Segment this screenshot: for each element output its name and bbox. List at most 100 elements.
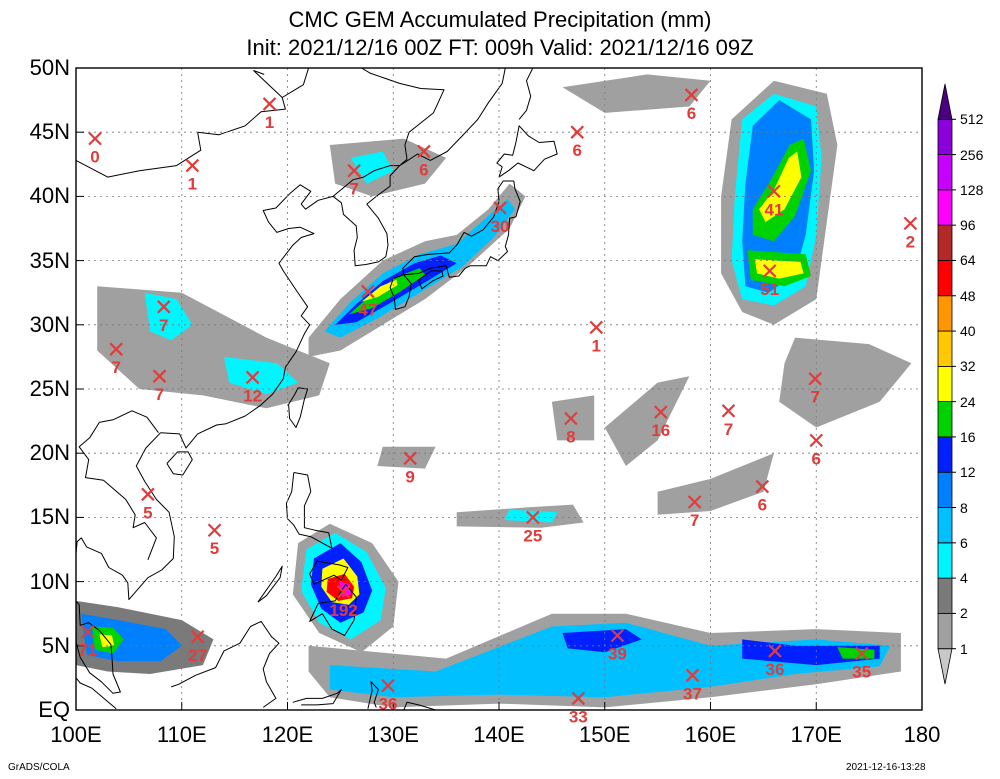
lon-tick-label: 160E xyxy=(684,722,737,747)
marker-cross xyxy=(361,284,375,299)
precip-marker: 25 xyxy=(523,510,542,545)
marker-cross xyxy=(687,495,702,509)
colorbar-swatch xyxy=(937,436,953,473)
coastline-halmahera xyxy=(367,681,379,709)
precip-marker: 47 xyxy=(358,284,377,319)
lat-tick-label: 5N xyxy=(41,632,70,658)
marker-value: 30 xyxy=(491,217,510,236)
marker-value: 7 xyxy=(155,385,164,404)
lon-tick-label: 150E xyxy=(579,722,631,747)
marker-value: 27 xyxy=(188,646,207,665)
marker-cross xyxy=(403,451,417,466)
japan-front-11 xyxy=(361,279,398,302)
precip-marker: 7 xyxy=(721,404,736,439)
coastline-taiwan xyxy=(288,387,309,428)
precip-marker: 8 xyxy=(564,411,578,447)
precip-marker: 1 xyxy=(589,320,604,355)
marker-cross xyxy=(109,342,123,356)
colorbar-swatch xyxy=(937,507,953,544)
lat-tick-label: 35N xyxy=(29,247,70,273)
marker-value: 5 xyxy=(143,503,152,522)
lat-tick-label: 20N xyxy=(29,440,70,466)
colorbar-level: 8 xyxy=(960,499,968,516)
precip-marker: 2 xyxy=(903,216,918,251)
marker-value: 16 xyxy=(651,421,670,440)
precip-marker: 41 xyxy=(764,184,783,219)
lat-tick-label: 40N xyxy=(29,183,70,209)
coastline-sakhalin xyxy=(518,68,534,120)
lat-tick-label: 15N xyxy=(29,504,70,530)
lon-tick-label: 100E xyxy=(50,722,102,747)
precip-marker: 71 xyxy=(78,624,97,660)
marker-value: 6 xyxy=(758,496,767,515)
colorbar-swatch xyxy=(937,471,953,508)
central-pacific-bands-33 xyxy=(604,376,690,466)
credit-left: GrADS/COLA xyxy=(8,762,70,773)
precip-marker: 12 xyxy=(243,370,262,405)
coastline-borneo xyxy=(171,620,280,708)
marker-value: 51 xyxy=(760,280,779,299)
marker-cross xyxy=(156,300,171,314)
colorbar-swatch xyxy=(937,224,953,261)
marker-value: 6 xyxy=(573,141,582,160)
coastline-layer xyxy=(76,68,558,710)
marker-cross xyxy=(903,216,918,231)
coastline-china-coast xyxy=(160,184,334,449)
marker-value: 36 xyxy=(766,660,785,679)
colorbar-level: 24 xyxy=(960,393,976,410)
lat-tick-label: 30N xyxy=(29,311,70,337)
precip-marker: 5 xyxy=(141,487,155,522)
precip-marker: 7 xyxy=(109,342,123,377)
marker-value: 1 xyxy=(188,175,197,194)
lat-tick-label: EQ xyxy=(38,697,70,722)
precip-marker: 33 xyxy=(569,691,588,726)
marker-cross xyxy=(610,628,625,643)
precip-marker: 7 xyxy=(808,371,822,407)
precip-marker: 35 xyxy=(852,646,871,682)
lon-tick-label: 180 xyxy=(903,722,941,747)
marker-cross xyxy=(685,668,700,683)
colorbar xyxy=(937,83,956,685)
map-title: CMC GEM Accumulated Precipitation (mm) xyxy=(288,7,712,32)
coastline-korea xyxy=(332,68,506,267)
precip-marker: 7 xyxy=(156,300,171,335)
central-pacific-bands-37 xyxy=(657,453,774,515)
grid-layer xyxy=(75,67,923,711)
colorbar-swatch xyxy=(937,365,953,403)
marker-value: 36 xyxy=(379,695,398,714)
central-pacific-bands-36 xyxy=(377,446,436,469)
marker-cross xyxy=(80,624,95,639)
marker-value: 37 xyxy=(683,684,702,703)
equatorial-band-24 xyxy=(562,629,642,653)
precip-marker: 5 xyxy=(207,523,222,558)
marker-cross xyxy=(808,371,822,386)
lat-tick-label: 45N xyxy=(29,119,70,145)
marker-value: 12 xyxy=(243,386,262,405)
coastline-palawan xyxy=(257,565,283,603)
marker-value: 1 xyxy=(265,113,274,132)
precip-marker: 27 xyxy=(188,630,207,665)
marker-cross xyxy=(762,264,777,278)
marker-value: 2 xyxy=(906,232,915,251)
precip-marker: 39 xyxy=(608,628,627,664)
marker-cross xyxy=(347,163,361,178)
precip-marker: 37 xyxy=(683,668,702,703)
precip-marker: 7 xyxy=(152,369,167,404)
marker-value: 9 xyxy=(405,467,414,486)
coastline-northeast-china-border xyxy=(281,68,310,98)
korea-manchuria-31 xyxy=(350,151,394,184)
marker-cross xyxy=(809,433,824,448)
marker-value: 7 xyxy=(111,358,120,377)
marker-cross xyxy=(768,644,782,658)
colorbar-level: 1 xyxy=(960,640,968,657)
colorbar-swatch xyxy=(937,648,953,685)
marker-value: 7 xyxy=(690,511,699,530)
colorbar-swatch xyxy=(937,189,953,226)
marker-cross xyxy=(767,184,781,199)
coastline-asia-mainland xyxy=(76,432,175,694)
lon-tick-label: 140E xyxy=(473,722,525,747)
precip-marker: 6 xyxy=(417,144,431,179)
marker-cross xyxy=(570,125,585,139)
precip-marker: 1 xyxy=(185,158,200,194)
colorbar-swatch xyxy=(937,154,953,191)
